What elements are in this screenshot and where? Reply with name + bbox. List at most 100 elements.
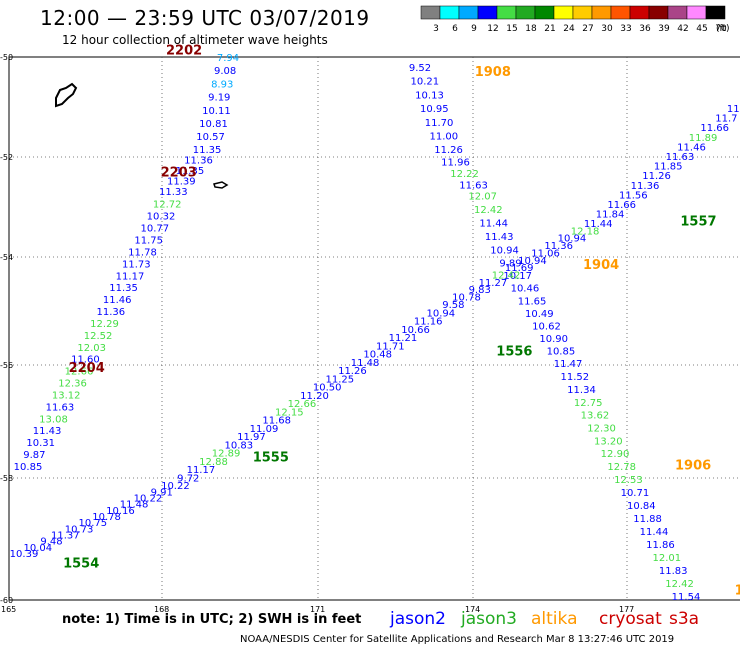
wave-height-label: 12.75: [574, 398, 603, 409]
colorbar-tick-label: 15: [506, 24, 517, 34]
lon-tick-label: 171: [310, 605, 325, 614]
wave-height-label: 7.94: [217, 53, 239, 64]
lon-tick-label: 174: [465, 605, 480, 614]
wave-height-label: 11.65: [518, 296, 547, 307]
colorbar-swatch: [458, 5, 479, 20]
wave-height-label: 10.17: [503, 271, 532, 282]
wave-height-label: 11.35: [193, 145, 222, 156]
colorbar-swatch: [705, 5, 726, 20]
wave-height-label: 10.39: [10, 549, 39, 560]
wave-height-label: 10.22: [161, 481, 190, 492]
lat-tick-label: -50: [0, 53, 13, 62]
wave-height-label: 10.94: [558, 234, 587, 245]
wave-height-label: 11.78: [128, 247, 157, 258]
lat-tick-label: -60: [0, 596, 13, 605]
wave-height-label: 11.25: [325, 374, 354, 385]
wave-height-label: 10.49: [525, 309, 554, 320]
wave-height-label: 11.35: [176, 166, 205, 177]
plot-frame: [8, 56, 740, 601]
colorbar-tick-label: 33: [620, 24, 631, 34]
island-outline: [55, 82, 229, 189]
wave-height-label: 11.44: [584, 219, 613, 230]
wave-height-label: 11.86: [646, 540, 675, 551]
colorbar-tick-label: 21: [544, 24, 555, 34]
wave-height-label: 10.77: [140, 223, 169, 234]
wave-height-label: 12.07: [468, 192, 497, 203]
colorbar-tick-label: 39: [658, 24, 670, 34]
wave-height-label: 10.94: [490, 245, 519, 256]
wave-height-label: 13.08: [39, 414, 68, 425]
wave-height-label: 11.26: [338, 366, 367, 377]
wave-height-label: 11.26: [642, 171, 671, 182]
pass-time-label: 1906: [675, 459, 711, 474]
wave-height-label: 12.18: [571, 226, 600, 237]
wave-height-label: 11.36: [631, 181, 660, 192]
pass-time-label: 1908: [475, 65, 511, 80]
wave-height-label: 9.19: [208, 93, 230, 104]
page-title: 12:00 — 23:59 UTC 03/07/2019: [40, 6, 370, 30]
wave-height-label: 10.31: [26, 438, 55, 449]
wave-height-label: 11.56: [619, 191, 648, 202]
colorbar-swatch: [439, 5, 460, 20]
wave-height-label: 11.63: [459, 180, 488, 191]
wave-height-tracks: 7.949.088.939.1910.1110.8110.5711.3511.3…: [10, 53, 740, 603]
legend-jason2: jason2: [390, 609, 446, 629]
wave-height-label: 12.30: [587, 424, 616, 435]
wave-height-label: 10.66: [401, 325, 430, 336]
colorbar: 3 6 9 12 15 18 21 24 27 30 33 36 39 42 45 70(ft): [420, 5, 730, 34]
colorbar-swatch: [648, 5, 669, 20]
colorbar-swatch: [610, 5, 631, 20]
colorbar-tick-label: 70: [715, 24, 727, 34]
wave-height-label: 10.62: [532, 321, 561, 332]
wave-height-label: 10.32: [147, 211, 176, 222]
wave-height-label: 10.73: [65, 524, 94, 535]
wave-height-label: 11.27: [479, 278, 508, 289]
wave-height-label: 11.73: [122, 259, 151, 270]
wave-height-label: 11.33: [159, 187, 188, 198]
colorbar-tick-label: 9: [471, 24, 477, 34]
pass-time-label: 1557: [680, 214, 716, 229]
colorbar-unit: (ft): [716, 24, 730, 34]
wave-height-label: 10.50: [313, 383, 342, 394]
wave-height-label: 12.42: [665, 579, 694, 590]
colorbar-tick-label: 36: [639, 24, 651, 34]
wave-height-label: 12.53: [614, 475, 643, 486]
wave-height-label: 11.35: [109, 283, 138, 294]
wave-height-label: 12.36: [58, 379, 87, 390]
wave-height-label: 11.44: [640, 527, 669, 538]
wave-height-label: 12.90: [601, 449, 630, 460]
pass-time-label: 1555: [253, 451, 289, 466]
axis-tick-labels: 165 168 171 174 177 -50 -52 -54 -56 -58 -60: [0, 53, 634, 614]
wave-height-label: 11.89: [689, 133, 718, 144]
colorbar-tick-label: 6: [452, 24, 458, 34]
wave-height-label: 11.88: [633, 514, 662, 525]
wave-height-label: 11.09: [250, 424, 279, 435]
legend-cryosat: cryosat: [599, 609, 662, 629]
wave-height-label: 11.36: [184, 156, 213, 167]
wave-height-label: 11.26: [434, 145, 463, 156]
lon-tick-label: 177: [619, 605, 634, 614]
wave-height-label: 10.81: [199, 119, 228, 130]
lat-tick-label: -54: [0, 253, 13, 262]
wave-height-label: 11.44: [479, 218, 508, 229]
page-subtitle: 12 hour collection of altimeter wave hei…: [62, 33, 328, 47]
wave-height-label: 8.93: [211, 79, 233, 90]
legend-jason3: jason3: [461, 609, 517, 629]
wave-height-label: 10.85: [547, 347, 576, 358]
legend-s3a: s3a: [669, 609, 700, 629]
wave-height-label: 11.37: [51, 531, 80, 542]
wave-height-label: 9.72: [177, 473, 199, 484]
wave-height-label: 13.62: [581, 411, 610, 422]
wave-height-label: 11.63: [666, 152, 695, 163]
wave-height-label: 10.94: [426, 308, 455, 319]
pass-time-label: 2204: [69, 361, 105, 376]
wave-height-label: 11.36: [96, 307, 125, 318]
wave-height-label: 10.84: [627, 501, 656, 512]
wave-height-label: 10.46: [511, 284, 540, 295]
lat-tick-label: -58: [0, 474, 13, 483]
wave-height-label: 9.58: [442, 300, 464, 311]
wave-height-label: 11.4: [727, 104, 740, 115]
wave-height-label: 10.83: [224, 440, 253, 451]
wave-height-label: 12.66: [65, 367, 94, 378]
wave-height-label: 11.85: [654, 162, 683, 173]
